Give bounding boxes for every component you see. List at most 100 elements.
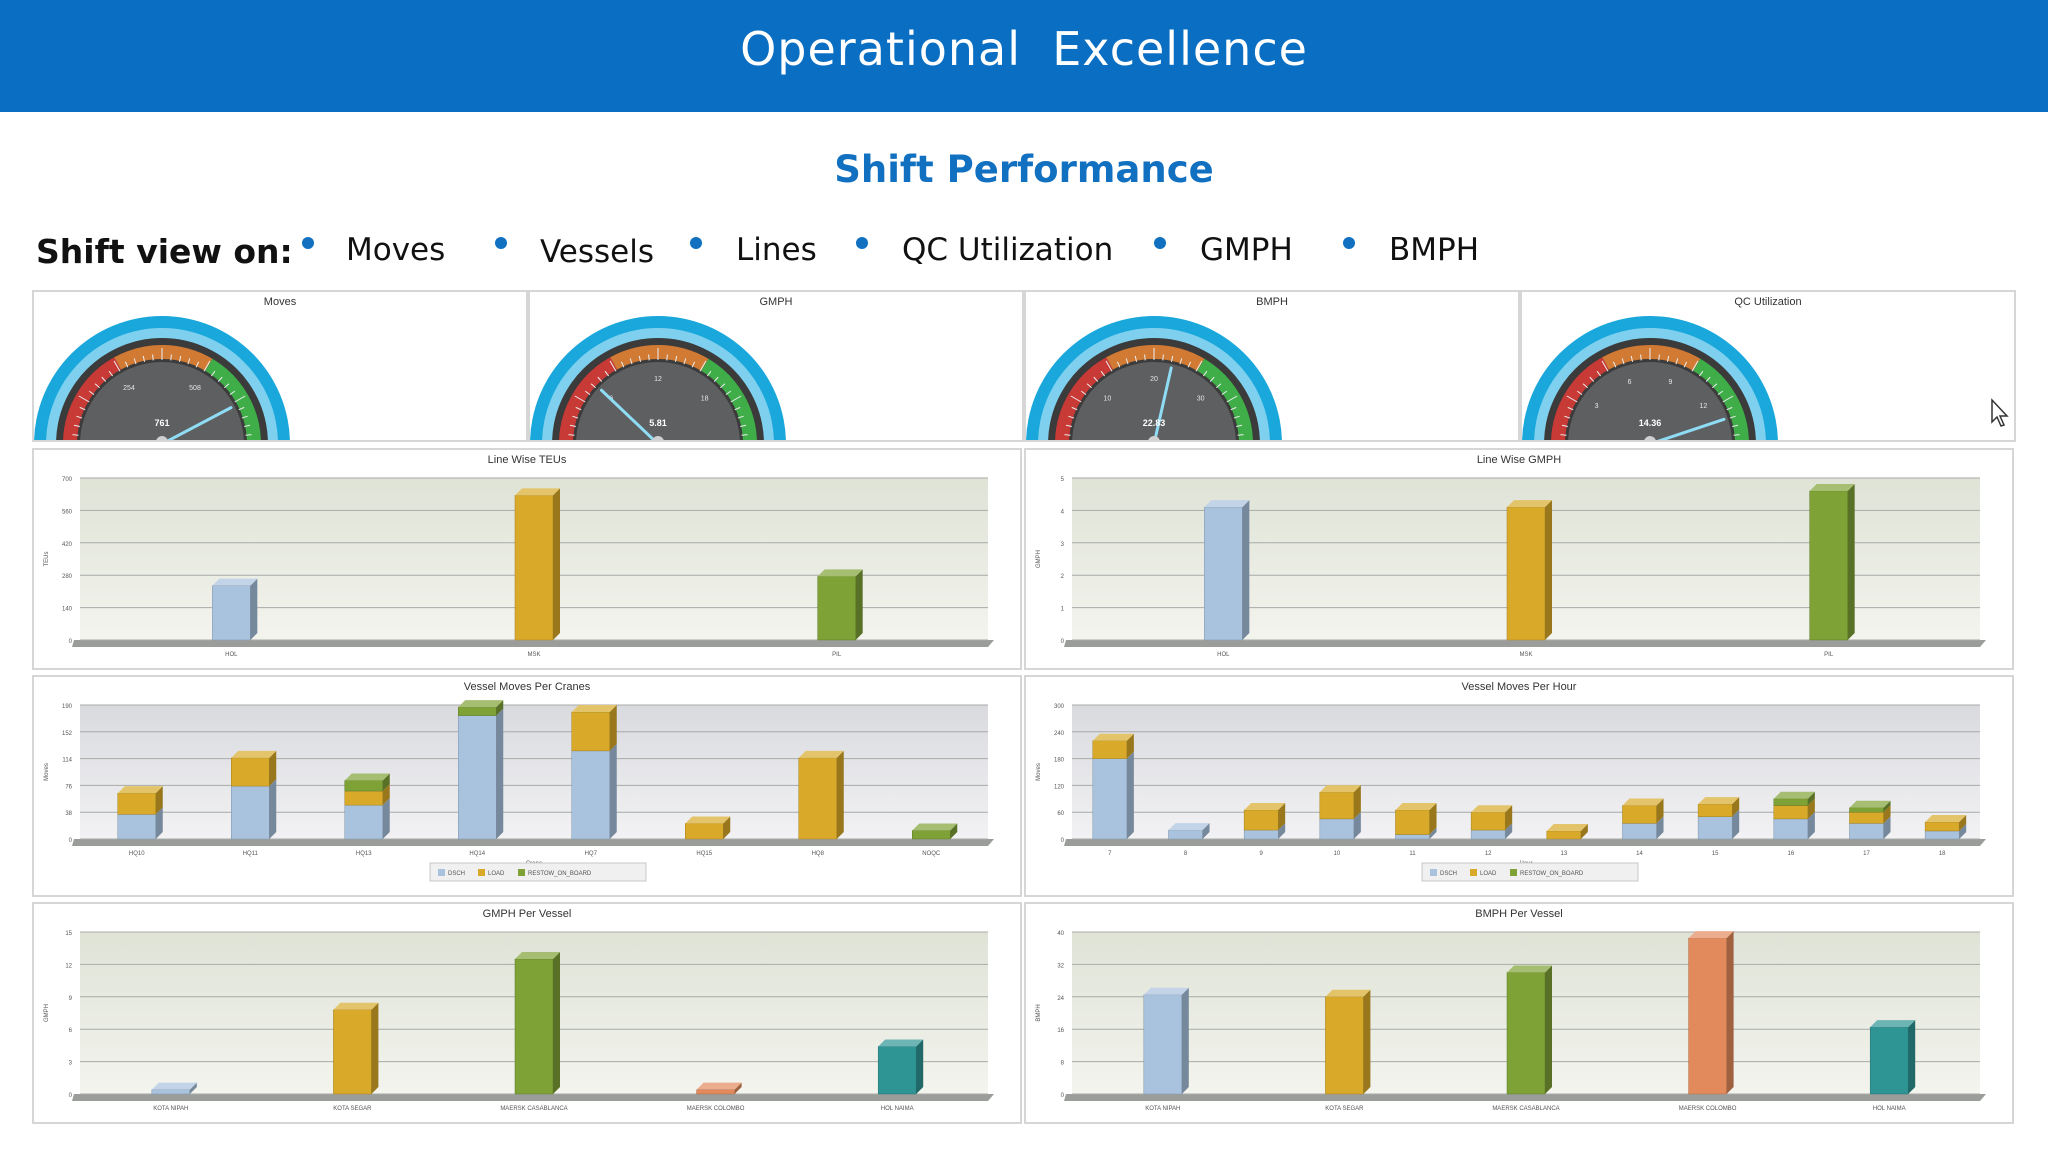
gauge-tick-label: 18 [701, 395, 709, 402]
bar-segment-side [1353, 811, 1361, 839]
bar-side [1242, 500, 1250, 640]
gauge-tick-label: 10 [1103, 395, 1111, 402]
bar-top [515, 488, 560, 496]
chart-legend [1421, 862, 1639, 882]
gauge-tick [741, 434, 748, 436]
gauge-red-zone [63, 357, 122, 445]
gauge-value-label: 5.81 [649, 418, 667, 428]
bar-segment-top [1698, 797, 1740, 805]
bar-segment-top [1244, 802, 1286, 810]
bar-segment-side [1959, 823, 1967, 839]
bar [1869, 1026, 1909, 1095]
gauge-tick [1567, 406, 1574, 411]
y-tick-label: 4 [1061, 509, 1065, 515]
bar-side [1181, 987, 1189, 1094]
page-title: Operational Excellence [740, 22, 1308, 76]
y-tick-label: 15 [65, 931, 72, 937]
gauge-tick [72, 434, 79, 436]
gauge-tick [725, 390, 732, 396]
bar-segment [1092, 758, 1128, 840]
bullet-icon [495, 237, 507, 249]
x-tick-label: 18 [1939, 851, 1946, 857]
bar-segment [912, 830, 951, 840]
bar-segment-top [571, 705, 617, 713]
bar-segment [1773, 798, 1809, 806]
y-tick-label: 190 [62, 704, 73, 710]
gauge-tick [1658, 354, 1660, 361]
x-tick-label: 13 [1560, 851, 1567, 857]
y-tick-label: 0 [69, 838, 73, 844]
gauge-tick [1705, 376, 1711, 382]
y-tick-label: 114 [62, 758, 72, 764]
plot-floor [1064, 839, 1986, 846]
bar-segment [1697, 816, 1733, 840]
gauge-tick [1071, 406, 1078, 411]
gauge-tick [648, 354, 650, 361]
gauge-tick [1162, 354, 1164, 361]
gauge-tick [1236, 424, 1243, 428]
gauge-tick-label: 9 [1668, 379, 1672, 386]
bar-segment-top [458, 700, 504, 708]
gauge-tick [620, 361, 625, 368]
x-tick-label: MSK [527, 652, 540, 658]
gauge-tick [691, 361, 696, 368]
y-tick-label: 32 [1057, 963, 1064, 969]
bar-segment [458, 715, 497, 840]
bar-segment [117, 814, 156, 840]
bar-segment [1319, 791, 1355, 820]
gauge-tick [590, 383, 596, 389]
bar-segment-side [1126, 751, 1134, 839]
bar-top [515, 952, 560, 959]
bar [514, 495, 554, 641]
gauge-tick [1216, 383, 1222, 389]
bar-top [212, 578, 258, 586]
bar-segment-top [117, 786, 163, 794]
gauge-tick [234, 395, 246, 403]
shift-option-moves[interactable]: Moves [346, 232, 446, 268]
gauge-orange-zone [114, 345, 213, 371]
bar [1506, 506, 1546, 641]
chart-panel-vessel-moves-per-hour: Vessel Moves Per Hour 0 60 120 180 240 300 Mov… [1024, 675, 2014, 897]
gauge-tick [1698, 370, 1704, 377]
gauge-tick [210, 370, 216, 377]
bar-segment-side [382, 773, 390, 792]
gauge-panel-qc-utilization: QC Utilization 3 6 9 12 14.36 [1520, 290, 2016, 572]
bar-segment-side [609, 705, 617, 751]
chart-panel-vessel-moves-per-cranes: Vessel Moves Per Cranes 0 38 76 114 152 190 Mo… [32, 675, 1022, 897]
shift-option-bmph[interactable]: BMPH [1389, 232, 1480, 268]
x-tick-label: HQ15 [696, 851, 712, 857]
gauge-tick [604, 370, 610, 377]
bar-top [1204, 500, 1250, 508]
gauge-tick-label: 508 [189, 385, 201, 392]
gauge-tick [629, 358, 633, 365]
gauge-tick [1100, 370, 1106, 377]
bar-top [1325, 989, 1371, 997]
shift-view-label: Shift view on: [36, 232, 293, 271]
bar-segment [1168, 829, 1203, 840]
shift-option-vessels[interactable]: Vessels [540, 234, 655, 270]
bar-segment [1924, 821, 1960, 832]
shift-option-gmph[interactable]: GMPH [1200, 232, 1293, 268]
bar-segment [1395, 809, 1430, 835]
y-tick-label: 560 [62, 509, 73, 515]
bar [877, 1046, 917, 1095]
plot-area [1072, 705, 1980, 839]
gauge-tick [245, 434, 252, 436]
x-tick-label: HOL NAIMA [1873, 1106, 1906, 1112]
gauge-tick [1717, 390, 1724, 396]
gauge-tick [224, 383, 230, 389]
bar-top [696, 1082, 742, 1090]
gauge-tick [170, 354, 172, 361]
bar-segment-side [1278, 823, 1286, 839]
gauge-tick [683, 358, 687, 365]
chart-title: GMPH Per Vessel [482, 908, 572, 920]
shift-option-lines[interactable]: Lines [736, 232, 817, 268]
gauge-tick [1729, 415, 1736, 419]
line-wise-gmph-chart: 0 1 2 3 4 5 GMPH HOL MSK PIL [1036, 477, 1986, 658]
shift-option-qc-utilization[interactable]: QC Utilization [902, 232, 1114, 268]
gauge-tick [79, 406, 86, 411]
bar-top [1507, 965, 1552, 973]
plot-floor [1064, 1094, 1986, 1101]
y-tick-label: 16 [1057, 1028, 1064, 1034]
gauge-tick [1589, 376, 1595, 382]
